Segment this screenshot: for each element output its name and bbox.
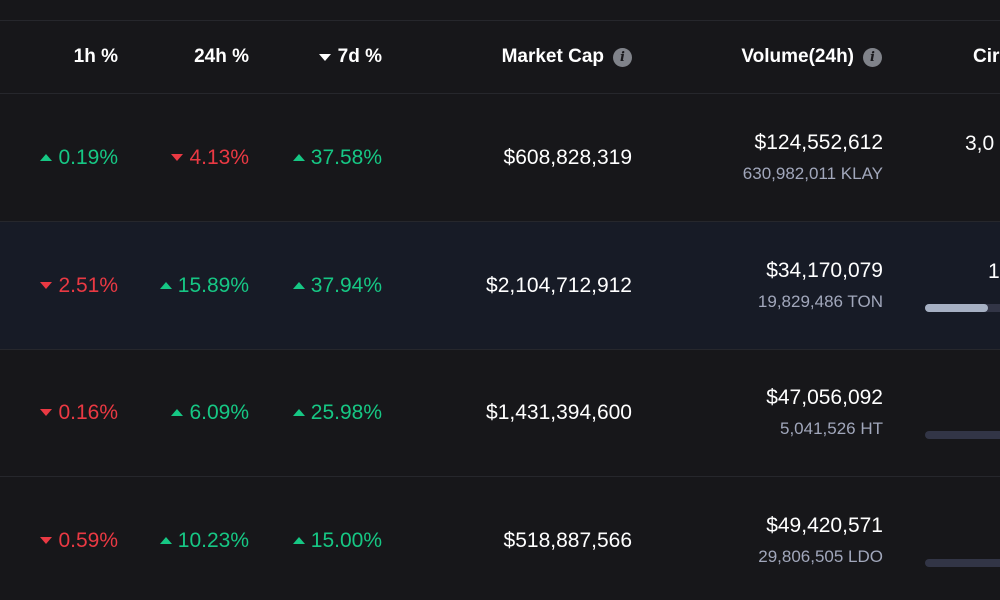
volume-usd[interactable]: $47,056,092 bbox=[766, 386, 883, 409]
change-24h-value: 4.13% bbox=[189, 145, 249, 169]
caret-up-icon bbox=[171, 409, 184, 416]
change-24h: 10.23% bbox=[159, 477, 249, 600]
market-cap: $2,104,712,912 bbox=[486, 222, 632, 349]
change-1h: 2.51% bbox=[40, 222, 118, 349]
supply-progress-fill bbox=[925, 304, 988, 312]
caret-up-icon bbox=[292, 537, 305, 544]
column-header-7d-label: 7d % bbox=[337, 46, 382, 67]
volume-usd[interactable]: $34,170,079 bbox=[766, 259, 883, 282]
change-7d: 37.94% bbox=[292, 222, 382, 349]
caret-down-icon bbox=[40, 282, 53, 289]
column-header-24h[interactable]: 24h % bbox=[194, 21, 249, 93]
change-1h-value: 0.16% bbox=[58, 400, 118, 424]
circulating-supply bbox=[925, 349, 1000, 476]
market-cap-value: $518,887,566 bbox=[503, 528, 632, 552]
volume-24h: $124,552,612 630,982,011 KLAY bbox=[743, 94, 883, 221]
circulating-supply-value: 1, bbox=[988, 260, 1000, 283]
circulating-supply-value: 3,0 bbox=[965, 132, 995, 155]
volume-24h: $49,420,571 29,806,505 LDO bbox=[758, 477, 883, 600]
change-7d: 15.00% bbox=[292, 477, 382, 600]
change-24h-value: 15.89% bbox=[177, 273, 249, 297]
volume-token: 29,806,505 LDO bbox=[758, 547, 883, 566]
market-cap: $518,887,566 bbox=[504, 477, 632, 600]
supply-progress-bar bbox=[925, 431, 1000, 439]
caret-up-icon bbox=[159, 537, 172, 544]
caret-down-icon bbox=[40, 409, 53, 416]
caret-up-icon bbox=[40, 154, 53, 161]
change-7d-value: 37.58% bbox=[310, 145, 382, 169]
sort-desc-caret-icon bbox=[318, 53, 331, 61]
market-cap-value: $2,104,712,912 bbox=[486, 273, 632, 297]
volume-token: 5,041,526 HT bbox=[779, 419, 883, 438]
caret-down-icon bbox=[40, 537, 53, 544]
column-header-volume-label: Volume(24h) bbox=[741, 46, 854, 67]
supply-progress-bar bbox=[925, 304, 1000, 312]
column-header-market-cap-label: Market Cap bbox=[501, 46, 604, 67]
caret-up-icon bbox=[292, 282, 305, 289]
change-24h: 6.09% bbox=[171, 349, 249, 476]
column-header-supply[interactable]: Cir bbox=[973, 21, 999, 93]
circulating-supply: 1, bbox=[925, 222, 1000, 349]
change-24h: 4.13% bbox=[171, 94, 249, 221]
volume-token: 19,829,486 TON bbox=[757, 292, 883, 311]
change-24h: 15.89% bbox=[159, 222, 249, 349]
change-24h-value: 10.23% bbox=[177, 528, 249, 552]
table-row[interactable]: 0.16% 6.09% 25.98% $1,431,394,600 $47,056,09… bbox=[0, 349, 1000, 477]
info-icon[interactable]: i bbox=[863, 47, 882, 67]
caret-up-icon bbox=[292, 409, 305, 416]
change-7d: 37.58% bbox=[292, 94, 382, 221]
info-icon[interactable]: i bbox=[613, 47, 632, 67]
market-cap: $608,828,319 bbox=[504, 94, 632, 221]
table-top-strip bbox=[0, 0, 1000, 21]
table-row[interactable]: 2.51% 15.89% 37.94% $2,104,712,912 $34,170,0… bbox=[0, 222, 1000, 350]
change-1h-value: 0.59% bbox=[58, 528, 118, 552]
supply-progress-bar bbox=[925, 559, 1000, 567]
column-header-1h-label: 1h % bbox=[73, 46, 118, 67]
table-header: 1h % 24h % 7d % Market Cap i Volume(24h)… bbox=[0, 21, 1000, 94]
market-cap-value: $1,431,394,600 bbox=[486, 400, 632, 424]
table-row[interactable]: 0.19% 4.13% 37.58% $608,828,319 $124,552,612… bbox=[0, 94, 1000, 222]
volume-token: 630,982,011 KLAY bbox=[742, 164, 883, 183]
column-header-market-cap[interactable]: Market Cap i bbox=[502, 21, 632, 93]
caret-up-icon bbox=[159, 282, 172, 289]
volume-24h: $47,056,092 5,041,526 HT bbox=[766, 349, 883, 476]
market-cap: $1,431,394,600 bbox=[486, 349, 632, 476]
change-1h-value: 2.51% bbox=[58, 273, 118, 297]
circulating-supply bbox=[925, 477, 1000, 600]
change-1h: 0.16% bbox=[40, 349, 118, 476]
column-header-1h[interactable]: 1h % bbox=[74, 21, 118, 93]
change-7d-value: 25.98% bbox=[310, 400, 382, 424]
column-header-24h-label: 24h % bbox=[194, 46, 249, 67]
caret-down-icon bbox=[171, 154, 184, 161]
change-7d-value: 15.00% bbox=[310, 528, 382, 552]
change-1h: 0.19% bbox=[40, 94, 118, 221]
column-header-supply-label: Cir bbox=[973, 46, 1000, 67]
change-1h: 0.59% bbox=[40, 477, 118, 600]
circulating-supply: 3,0 bbox=[925, 94, 1000, 221]
change-24h-value: 6.09% bbox=[189, 400, 249, 424]
column-header-volume[interactable]: Volume(24h) i bbox=[741, 21, 882, 93]
market-cap-value: $608,828,319 bbox=[503, 145, 632, 169]
volume-24h: $34,170,079 19,829,486 TON bbox=[758, 222, 883, 349]
table-row[interactable]: 0.59% 10.23% 15.00% $518,887,566 $49,420,571… bbox=[0, 477, 1000, 600]
volume-usd[interactable]: $124,552,612 bbox=[754, 131, 883, 154]
change-7d-value: 37.94% bbox=[310, 273, 382, 297]
caret-up-icon bbox=[292, 154, 305, 161]
volume-usd[interactable]: $49,420,571 bbox=[766, 514, 883, 537]
change-7d: 25.98% bbox=[292, 349, 382, 476]
change-1h-value: 0.19% bbox=[58, 145, 118, 169]
column-header-7d[interactable]: 7d % bbox=[318, 21, 382, 93]
